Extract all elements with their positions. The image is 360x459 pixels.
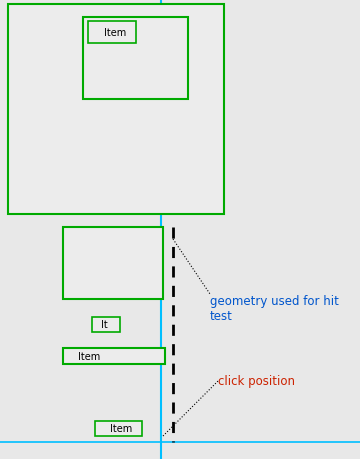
Bar bbox=[63, 228, 163, 299]
Bar bbox=[88, 22, 136, 44]
Text: Item: Item bbox=[78, 351, 100, 361]
Bar bbox=[92, 317, 120, 332]
Text: Item: Item bbox=[110, 423, 132, 433]
Bar bbox=[8, 5, 224, 214]
Text: It: It bbox=[101, 319, 108, 329]
Text: geometry used for hit
test: geometry used for hit test bbox=[210, 294, 339, 322]
Bar bbox=[63, 348, 165, 364]
Text: Item: Item bbox=[104, 28, 126, 38]
Bar bbox=[83, 18, 188, 100]
Bar bbox=[95, 421, 142, 436]
Text: click position: click position bbox=[218, 375, 295, 388]
